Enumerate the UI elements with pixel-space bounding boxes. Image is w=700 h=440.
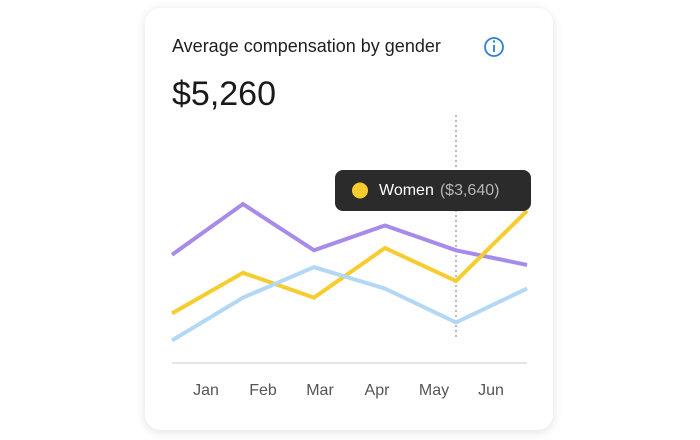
series-line (170, 265, 528, 343)
plot: Jan Feb Mar Apr May Jun Women ($3,640) (170, 115, 531, 399)
tooltip-series-name: Women (379, 182, 434, 199)
tooltip-text: Women ($3,640) (379, 182, 499, 199)
x-tick-label: Jun (478, 382, 504, 399)
tooltip: Women ($3,640) (335, 170, 531, 211)
tooltip-value: ($3,640) (440, 182, 500, 199)
series-line (170, 201, 528, 267)
tooltip-swatch (352, 182, 368, 199)
info-icon[interactable] (484, 37, 504, 57)
x-tick-label: May (419, 382, 449, 399)
headline-value: $5,260 (172, 75, 276, 113)
card (145, 8, 553, 430)
x-tick-label: Feb (249, 382, 277, 399)
x-tick-label: Apr (365, 382, 391, 399)
chart-title: Average compensation by gender (172, 36, 441, 56)
x-tick-label: Jan (193, 382, 219, 399)
x-tick-label: Mar (306, 382, 334, 399)
tooltip-box (335, 170, 531, 211)
series-line (171, 209, 529, 316)
